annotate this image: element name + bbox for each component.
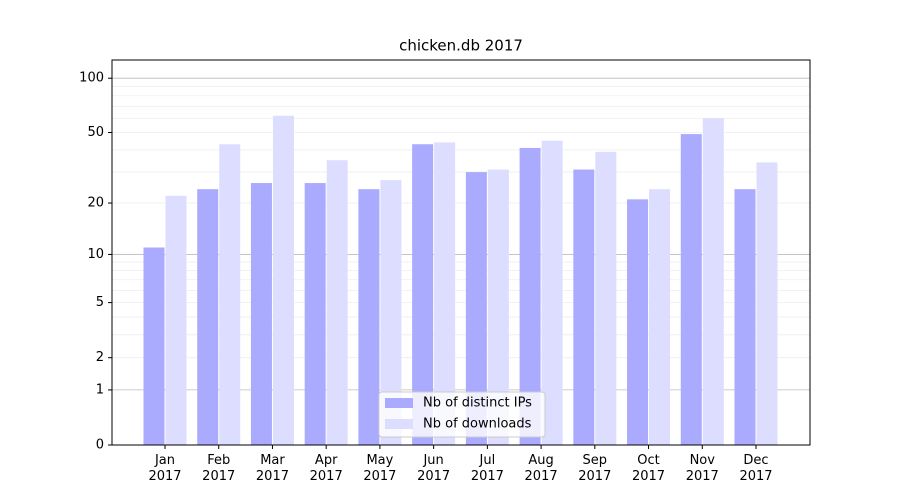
legend-swatch [385,419,413,429]
y-tick-label: 5 [96,295,104,310]
bar [197,189,219,445]
y-tick-label: 100 [79,71,104,86]
bar [380,180,402,445]
bar [541,140,563,445]
bar [219,144,241,445]
bar [595,151,617,445]
x-tick-label: Apr 2017 [309,453,343,484]
x-tick-label: May 2017 [363,453,397,484]
x-tick-label: Oct 2017 [631,453,666,484]
legend-label: Nb of distinct IPs [423,396,532,411]
bar [627,199,649,445]
legend-box [378,391,546,438]
bar [702,118,724,445]
bar [143,247,165,445]
bar [465,172,487,445]
x-tick-label: Jun 2017 [417,453,451,484]
x-tick-label: Dec 2017 [739,453,773,484]
bar [487,169,509,445]
legend-label: Nb of downloads [423,417,532,432]
bar [165,195,187,445]
bar [573,169,595,445]
bar [326,160,348,446]
axes-frame [111,59,811,446]
y-tick-label: 0 [96,438,104,453]
bar [358,189,380,445]
bar [519,147,541,445]
y-tick-label: 20 [87,196,104,211]
x-tick-label: Jan 2017 [148,453,182,484]
bar [304,183,326,445]
x-tick-label: Aug 2017 [524,453,558,484]
legend: Nb of distinct IPs Nb of downloads [378,391,546,438]
x-tick-label: Mar 2017 [255,453,289,484]
bar [734,189,756,445]
y-tick-label: 10 [87,247,104,262]
bar [680,134,702,445]
x-tick-label: Jul 2017 [470,453,504,484]
x-tick-label: Feb 2017 [202,453,236,484]
x-tick-label: Sep 2017 [578,453,612,484]
bar [649,189,671,445]
x-tick-label: Nov 2017 [685,453,719,484]
y-tick-label: 50 [87,125,104,140]
y-tick-label: 2 [96,350,104,365]
bar [412,144,434,445]
bar [272,115,294,445]
bar [756,162,778,445]
chart-title: chicken.db 2017 [399,37,523,55]
y-tick-label: 1 [96,382,104,397]
legend-swatch [385,398,413,408]
bar [434,142,456,445]
bar [250,183,272,445]
